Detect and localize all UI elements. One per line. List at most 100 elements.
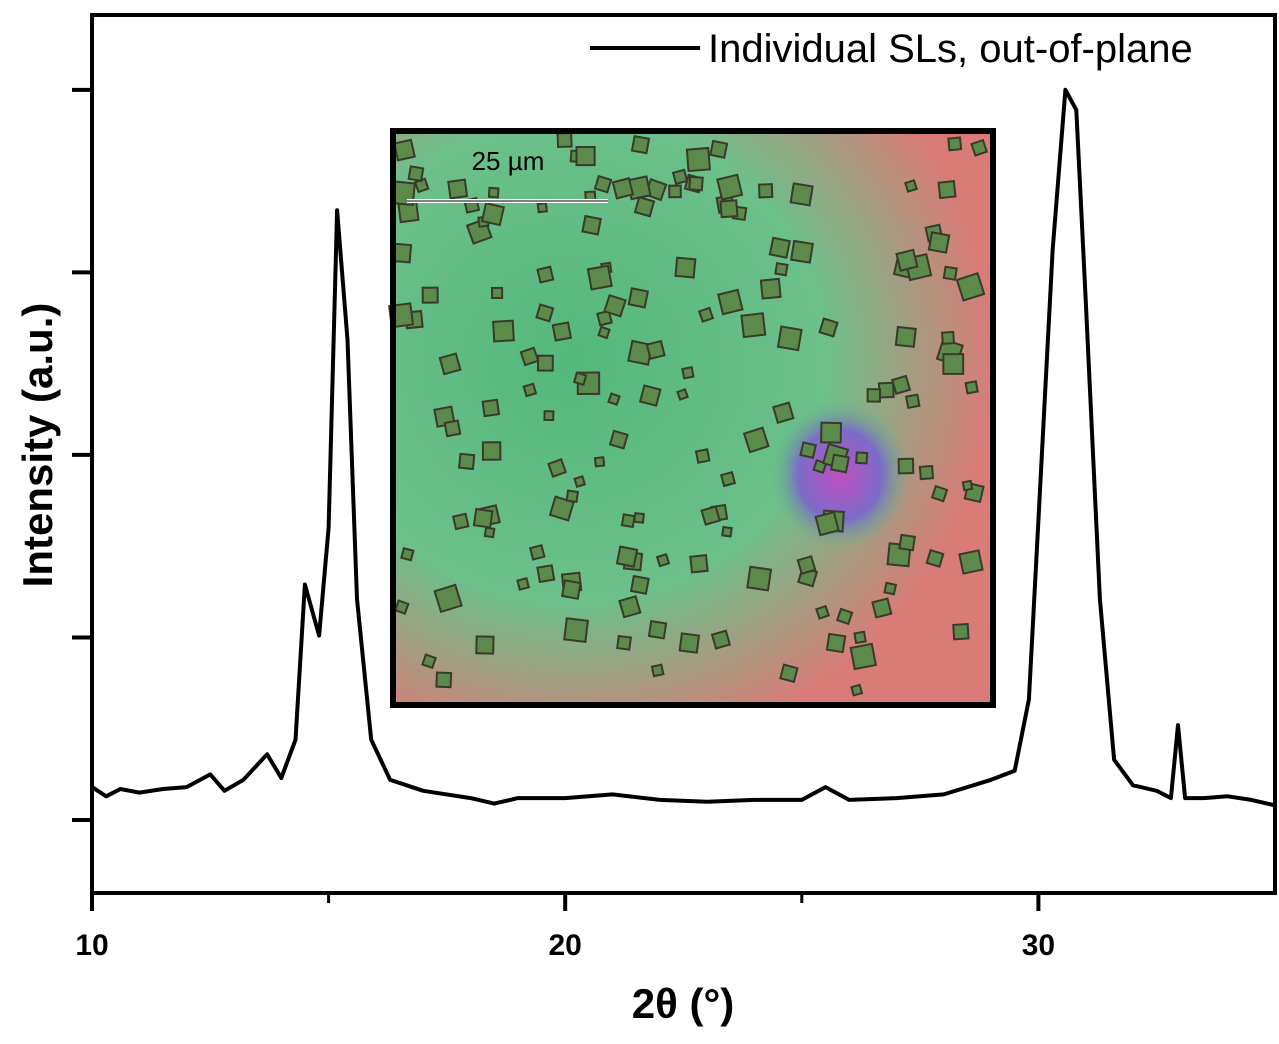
crystal [700,505,721,526]
crystal [940,330,956,345]
crystal [548,495,575,522]
crystal [772,401,795,424]
crystal [627,287,650,309]
crystal [616,634,633,651]
inset-background [393,131,993,705]
crystal [942,353,965,375]
crystal [818,317,839,338]
crystal [746,565,773,592]
x-tick-label: 10 [75,929,108,962]
crystal [719,199,739,219]
crystal [593,456,606,468]
crystal [890,374,912,396]
crystal [776,325,803,352]
crystal [516,577,531,591]
crystal [608,429,629,450]
crystal [435,671,453,689]
crystal [491,286,504,300]
crystal [536,564,556,584]
crystal [560,579,582,600]
crystal [487,186,500,199]
crystal [458,452,476,471]
crystal [883,581,898,596]
crystal [536,202,548,214]
crystal [492,319,515,343]
crystal [400,547,415,562]
crystal [407,165,425,183]
crystal [607,392,621,406]
crystal [618,595,642,619]
crystal [551,321,573,342]
crystal [897,457,915,475]
crystal [536,354,554,372]
legend-label: Individual SLs, out-of-plane [708,27,1193,71]
crystal [597,325,611,340]
inset-region [770,400,910,550]
crystal [393,138,416,162]
crystal [475,635,495,655]
crystal [615,545,639,568]
crystal [603,293,627,318]
crystal [855,451,869,465]
crystal [709,139,729,159]
crystal [438,352,462,376]
crystal [451,512,470,531]
crystal [650,663,665,678]
crystal [768,236,791,259]
crystal [611,177,635,200]
crystal [757,183,774,199]
crystal [645,339,666,360]
crystal [759,277,782,300]
crystal [586,264,613,291]
crystal [937,180,957,200]
crystal [742,426,770,454]
x-tick-label: 30 [1022,929,1055,962]
crystal [573,475,587,489]
crystal [850,683,864,697]
crystal [443,419,462,438]
crystal [519,346,540,367]
crystal [719,471,737,488]
crystal [685,146,711,173]
crystal [866,388,882,403]
crystal [697,306,715,323]
crystal [814,510,840,537]
crystal [572,371,588,386]
crystal [796,555,817,575]
crystal [689,554,709,574]
crystal [789,182,814,207]
y-axis-label: Intensity (a.u.) [14,303,61,588]
crystal [820,421,843,444]
crystal [447,178,469,200]
crystal [927,231,951,254]
crystal [543,410,555,422]
crystal [681,366,695,380]
crystal [710,629,732,650]
x-axis-label: 2θ (°) [632,980,735,1027]
crystal [961,479,974,492]
crystal [871,597,893,619]
crystal [674,256,697,279]
x-tick-label: 20 [549,929,582,962]
crystal [620,513,636,529]
crystal [565,489,580,503]
crystal [740,312,767,339]
crystal [895,248,919,272]
crystal [799,441,818,460]
crystal [815,604,830,620]
crystal [958,549,984,575]
crystal [638,384,662,407]
crystal [433,583,463,614]
crystal [835,607,854,626]
crystal [774,261,789,277]
crystal [421,653,437,670]
crystal [421,286,439,304]
crystal [596,309,613,327]
crystal [853,630,867,645]
crystal [829,453,850,474]
crystal [678,632,701,654]
crystal [481,398,501,418]
crystal [522,382,538,398]
crystal [825,632,847,654]
crystal [894,325,917,348]
